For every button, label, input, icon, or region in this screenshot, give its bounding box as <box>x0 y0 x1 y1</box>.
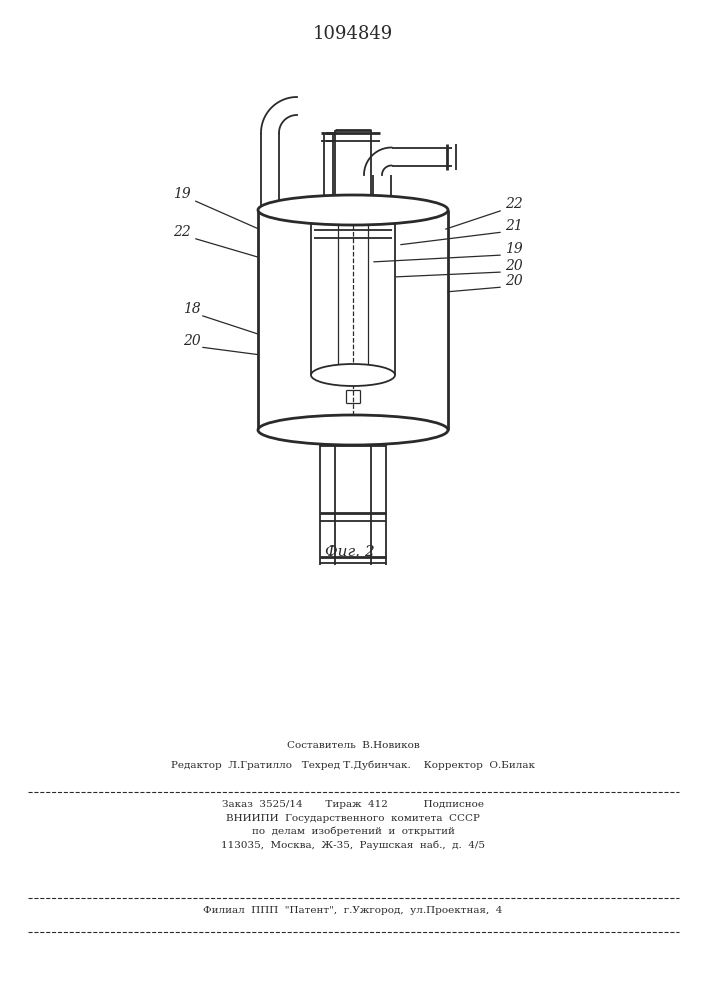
Text: 19: 19 <box>505 242 522 256</box>
Text: 20: 20 <box>505 259 522 273</box>
Text: 20: 20 <box>505 274 522 288</box>
Text: Заказ  3525/14       Тираж  412           Подписное: Заказ 3525/14 Тираж 412 Подписное <box>222 800 484 809</box>
Text: 113035,  Москва,  Ж-35,  Раушская  наб.,  д.  4/5: 113035, Москва, Ж-35, Раушская наб., д. … <box>221 840 485 850</box>
Text: Филиал  ППП  "Патент",  г.Ужгород,  ул.Проектная,  4: Филиал ППП "Патент", г.Ужгород, ул.Проек… <box>204 906 503 915</box>
Text: Редактор  Л.Гратилло   Техред Т.Дубинчак.    Корректор  О.Билак: Редактор Л.Гратилло Техред Т.Дубинчак. К… <box>171 760 535 770</box>
Text: 20: 20 <box>183 334 201 348</box>
Text: 21: 21 <box>505 219 522 233</box>
Text: Составитель  В.Новиков: Составитель В.Новиков <box>286 741 419 750</box>
Ellipse shape <box>258 415 448 445</box>
Ellipse shape <box>311 364 395 386</box>
Text: 19: 19 <box>173 187 191 201</box>
Text: ВНИИПИ  Государственного  комитета  СССР: ВНИИПИ Государственного комитета СССР <box>226 814 480 823</box>
Text: 1094849: 1094849 <box>313 25 393 43</box>
Text: 18: 18 <box>183 302 201 316</box>
Ellipse shape <box>258 195 448 225</box>
Text: 22: 22 <box>505 197 522 211</box>
Text: 22: 22 <box>173 225 191 239</box>
Text: по  делам  изобретений  и  открытий: по делам изобретений и открытий <box>252 827 455 836</box>
Text: Фиг. 2: Фиг. 2 <box>325 545 375 559</box>
